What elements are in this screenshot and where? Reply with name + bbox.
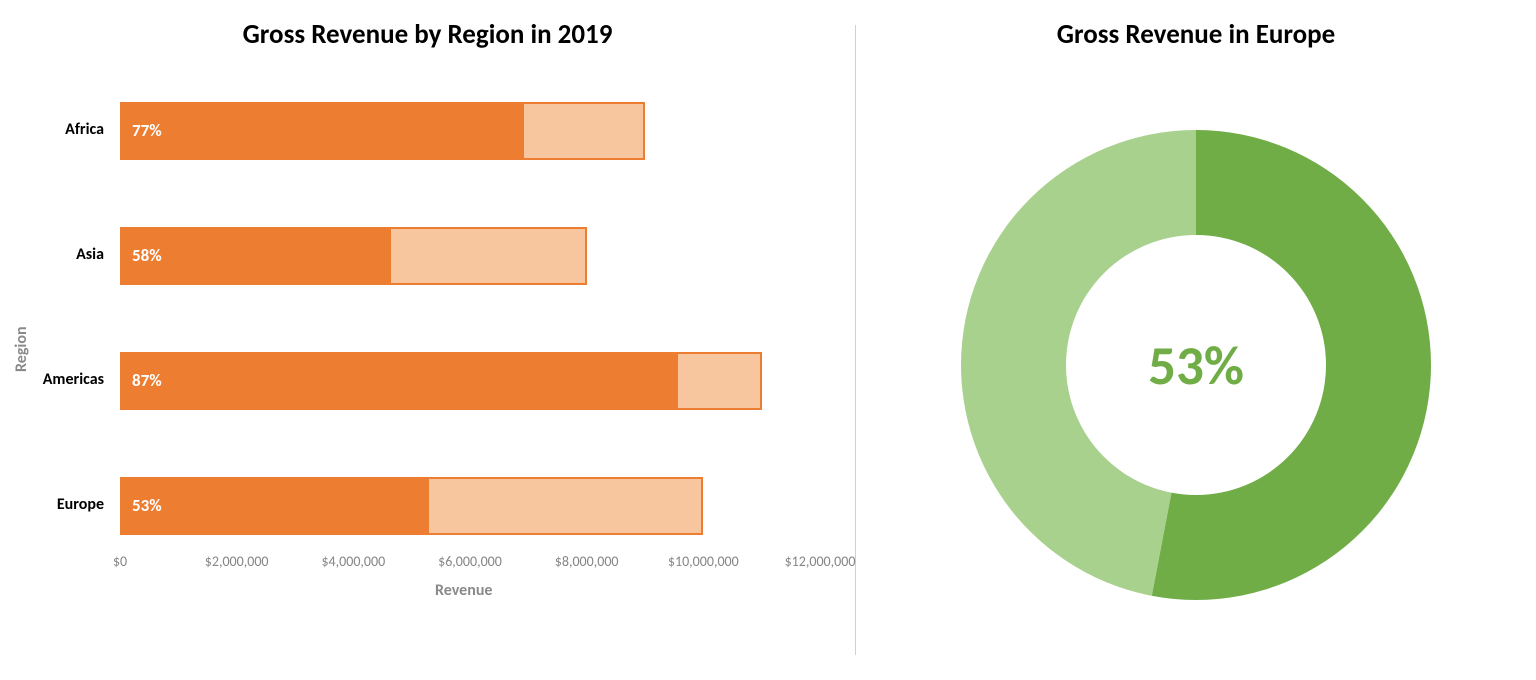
bar-category-label: Africa	[0, 120, 104, 139]
bar-category-label: Europe	[0, 495, 104, 514]
x-axis-tick: $8,000,000	[532, 553, 642, 570]
x-axis-label: Revenue	[435, 581, 492, 600]
bar-percent-label: 77%	[132, 120, 162, 141]
x-axis-tick: $4,000,000	[298, 553, 408, 570]
bar-value	[120, 102, 524, 160]
bar-value	[120, 477, 429, 535]
x-axis-tick: $0	[65, 553, 175, 570]
bar-chart-title: Gross Revenue by Region in 2019	[0, 18, 855, 51]
bar-percent-label: 58%	[132, 245, 162, 266]
bar-chart-panel: Gross Revenue by Region in 2019 Region A…	[0, 0, 855, 680]
bar-category-label: Asia	[0, 245, 104, 264]
donut-chart-panel: Gross Revenue in Europe 53%	[856, 0, 1536, 680]
x-axis-tick: $6,000,000	[415, 553, 525, 570]
donut-chart-title: Gross Revenue in Europe	[856, 18, 1536, 51]
bar-percent-label: 87%	[132, 370, 162, 391]
donut-center-label: 53%	[1066, 235, 1326, 495]
x-axis-tick: $10,000,000	[648, 553, 758, 570]
x-axis-tick: $2,000,000	[182, 553, 292, 570]
bar-category-label: Americas	[0, 370, 104, 389]
bar-value	[120, 352, 678, 410]
bar-percent-label: 53%	[132, 495, 162, 516]
y-axis-label: Region	[12, 326, 31, 372]
